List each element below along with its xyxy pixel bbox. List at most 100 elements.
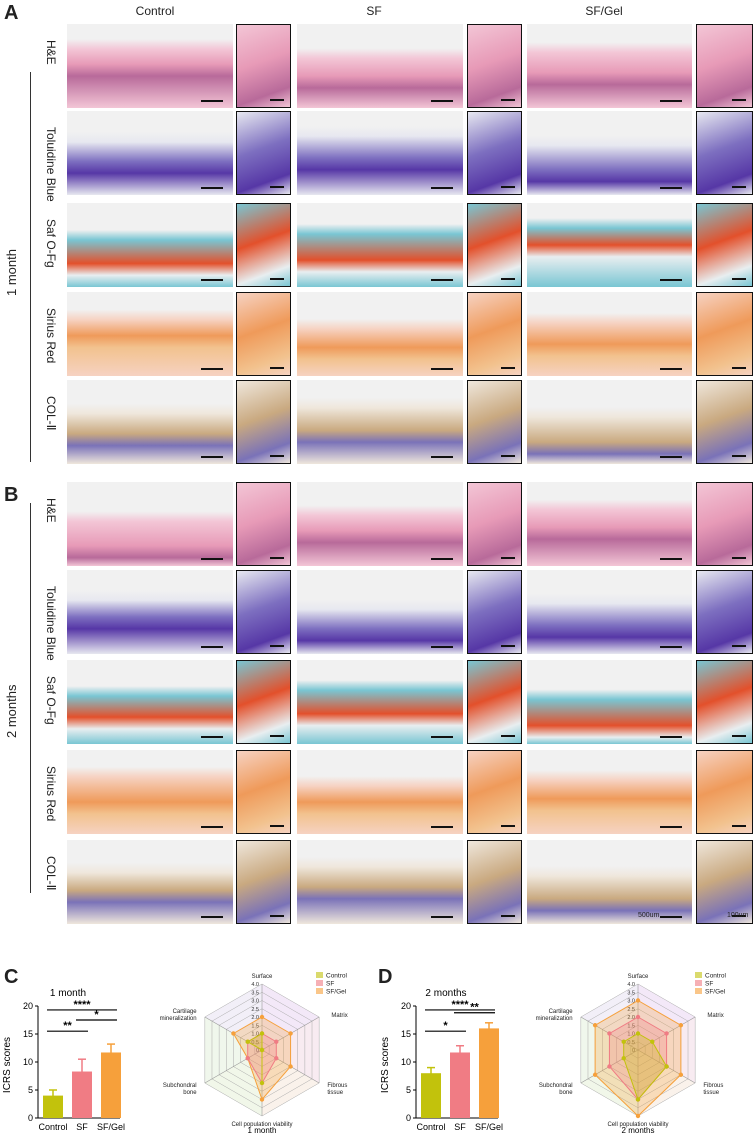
column-header-control: Control — [135, 4, 175, 18]
scale-bar — [501, 278, 515, 280]
legend-label: SF — [705, 981, 713, 988]
y-tick-label: 20 — [23, 1001, 33, 1011]
histology-inset-control-sr — [236, 750, 291, 834]
histology-inset-control-saf — [236, 203, 291, 287]
scale-bar — [270, 557, 284, 559]
histology-inset-sfgel-saf — [696, 660, 753, 744]
scale-bar — [501, 186, 515, 188]
radar-point — [259, 1047, 265, 1053]
stain-label-he: H&E — [44, 40, 58, 65]
x-tick-label: SF/Gel — [97, 1122, 125, 1132]
histology-image-control-tb — [67, 111, 233, 195]
histology-inset-control-sr — [236, 292, 291, 376]
bracket-2months — [30, 503, 31, 893]
histology-inset-sfgel-he — [696, 24, 753, 108]
legend-swatch — [695, 972, 702, 978]
y-axis-label: ICRS scores — [2, 1037, 13, 1093]
histology-image-sf-sr — [297, 292, 463, 376]
histology-image-control-he — [67, 482, 233, 566]
chart-title: 2 months — [425, 988, 466, 999]
legend-label: SF/Gel — [705, 989, 726, 996]
x-tick-label: SF/Gel — [475, 1122, 503, 1132]
radar-point — [607, 1064, 612, 1069]
histology-inset-sf-col — [467, 840, 522, 924]
radar-point — [288, 1064, 293, 1069]
scale-bar — [660, 368, 682, 370]
histology-image-sfgel-he — [527, 482, 692, 566]
bar-sf — [450, 1052, 470, 1118]
bar-control — [43, 1095, 63, 1118]
histology-image-control-tb — [67, 570, 233, 654]
scale-bar — [270, 825, 284, 827]
scale-label-main: 500um — [638, 912, 660, 919]
radar-point — [259, 1014, 265, 1020]
radar-chart-1month: 0 0.5 1.0 1.5 2.0 2.5 3.0 3.5 4.0 Surface Matrix Fi… — [160, 972, 348, 1135]
scale-bar — [660, 826, 682, 828]
bracket-1month — [30, 72, 31, 462]
histology-inset-sfgel-tb — [696, 111, 753, 195]
scale-bar — [201, 646, 223, 648]
scale-bar — [501, 735, 515, 737]
histology-inset-sfgel-saf — [696, 203, 753, 287]
scale-bar — [501, 915, 515, 917]
histology-inset-control-col — [236, 380, 291, 464]
radar-point — [678, 1023, 684, 1028]
scale-bar — [732, 186, 746, 188]
histology-image-control-saf — [67, 660, 233, 744]
scale-bar — [201, 826, 223, 828]
radar-point — [274, 1039, 279, 1044]
radar-axis-label: Surface — [252, 974, 273, 980]
scale-bar — [201, 916, 223, 918]
histology-image-sfgel-sr — [527, 750, 692, 834]
histology-image-sf-tb — [297, 570, 463, 654]
histology-image-sf-saf — [297, 660, 463, 744]
scale-bar — [732, 557, 746, 559]
scale-bar — [501, 99, 515, 101]
scale-bar — [660, 279, 682, 281]
radar-point — [607, 1031, 612, 1036]
radar-spoke — [204, 1049, 263, 1084]
scale-bar — [201, 736, 223, 738]
radar-tick-label: 3.5 — [251, 990, 259, 996]
scale-bar — [732, 455, 746, 457]
scale-bar — [431, 646, 453, 648]
histology-image-control-col — [67, 840, 233, 924]
radar-point — [231, 1031, 236, 1036]
bar-sfgel — [479, 1028, 499, 1118]
scale-bar — [431, 456, 453, 458]
legend-swatch — [695, 980, 702, 986]
radar-point — [678, 1072, 684, 1077]
radar-series-control — [246, 1032, 263, 1083]
legend-label: SF/Gel — [326, 989, 347, 996]
histology-image-sfgel-he — [527, 24, 692, 108]
stain-label-col: COL-Ⅱ — [44, 396, 58, 431]
radar-point — [650, 1039, 655, 1044]
scale-bar — [732, 645, 746, 647]
histology-image-sfgel-saf — [527, 203, 692, 287]
significance-label: **** — [451, 999, 469, 1011]
bar-chart-1month: 1 month ICRS scores 0 5 10 15 20 Control SF SF/Ge… — [2, 988, 125, 1132]
radar-axis-label: Subchondral bone — [163, 1083, 197, 1096]
histology-image-sf-sr — [297, 750, 463, 834]
column-header-sf: SF — [366, 4, 382, 18]
histology-inset-sf-tb — [467, 111, 522, 195]
scale-bar — [501, 825, 515, 827]
histology-image-control-sr — [67, 750, 233, 834]
histology-image-sfgel-tb — [527, 570, 692, 654]
radar-tick-label: 0.5 — [251, 1040, 259, 1046]
scale-bar — [431, 916, 453, 918]
panel-label-c: C — [4, 966, 19, 988]
histology-inset-sfgel-sr — [696, 292, 753, 376]
scale-bar — [201, 100, 223, 102]
radar-point — [245, 1056, 250, 1061]
significance-label: ** — [63, 1020, 72, 1032]
y-tick-label: 5 — [28, 1085, 33, 1095]
radar-point — [288, 1031, 293, 1036]
timepoint-label-2months: 2 months — [4, 684, 19, 738]
stain-label-saf: Saf O-Fg — [44, 676, 58, 725]
y-tick-label: 20 — [401, 1001, 411, 1011]
scale-bar — [431, 736, 453, 738]
panel-label-a: A — [4, 2, 19, 24]
histology-image-control-sr — [67, 292, 233, 376]
x-tick-label: SF — [76, 1122, 88, 1132]
